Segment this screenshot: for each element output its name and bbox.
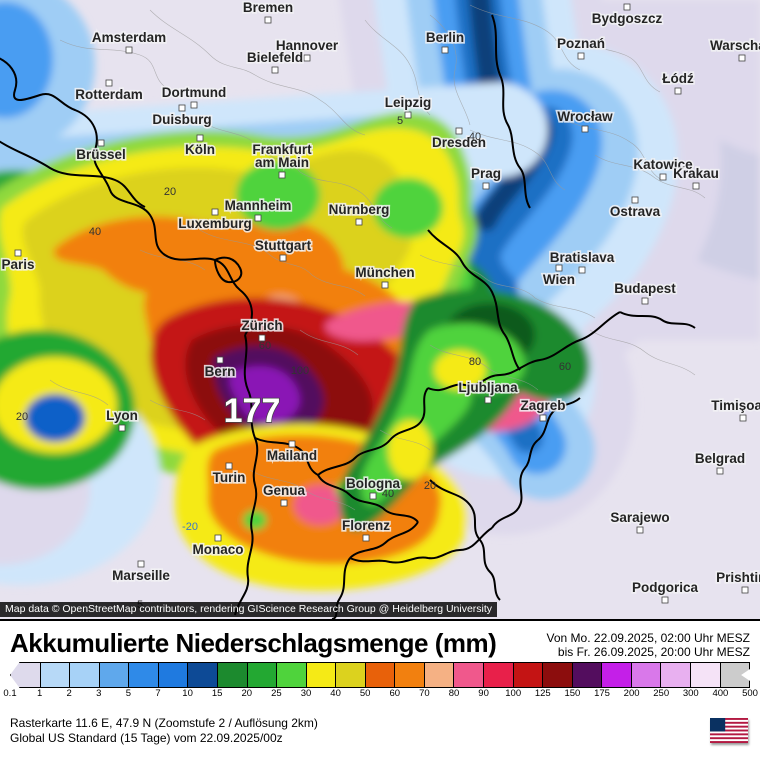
- svg-text:München: München: [355, 265, 414, 280]
- svg-text:Berlin: Berlin: [426, 30, 464, 45]
- svg-text:Luxemburg: Luxemburg: [178, 216, 252, 231]
- svg-text:Rotterdam: Rotterdam: [75, 87, 143, 102]
- svg-text:Mannheim: Mannheim: [225, 198, 292, 213]
- svg-text:Köln: Köln: [185, 142, 215, 157]
- svg-text:20: 20: [164, 186, 176, 198]
- svg-text:40: 40: [89, 226, 101, 238]
- svg-text:Wrocław: Wrocław: [557, 109, 613, 124]
- svg-text:40: 40: [469, 131, 481, 143]
- svg-text:80: 80: [469, 356, 481, 368]
- svg-text:Sarajewo: Sarajewo: [610, 510, 669, 525]
- svg-text:60: 60: [259, 340, 271, 352]
- svg-text:Lyon: Lyon: [106, 408, 138, 423]
- svg-text:Ostrava: Ostrava: [610, 204, 661, 219]
- svg-text:Paris: Paris: [1, 257, 34, 272]
- svg-text:-20: -20: [182, 521, 198, 533]
- svg-text:Bremen: Bremen: [243, 0, 293, 15]
- svg-text:60: 60: [559, 361, 571, 373]
- svg-text:Stuttgart: Stuttgart: [255, 238, 312, 253]
- svg-text:Zürich: Zürich: [241, 318, 282, 333]
- svg-text:Monaco: Monaco: [192, 542, 243, 557]
- svg-text:40: 40: [382, 488, 394, 500]
- svg-text:Budapest: Budapest: [614, 281, 676, 296]
- svg-text:Łódź: Łódź: [662, 71, 694, 86]
- svg-text:Florenz: Florenz: [342, 518, 390, 533]
- svg-text:20: 20: [16, 411, 28, 423]
- svg-text:Bydgoszcz: Bydgoszcz: [592, 11, 663, 26]
- svg-text:Prishtina: Prishtina: [716, 570, 760, 585]
- svg-text:Turin: Turin: [213, 470, 246, 485]
- svg-text:Bielefeld: Bielefeld: [247, 50, 303, 65]
- svg-text:5: 5: [397, 115, 403, 127]
- svg-text:Wien: Wien: [543, 272, 575, 287]
- svg-text:Bratislava: Bratislava: [550, 250, 615, 265]
- svg-text:Prag: Prag: [471, 166, 501, 181]
- svg-text:Brüssel: Brüssel: [76, 147, 126, 162]
- svg-text:Duisburg: Duisburg: [152, 112, 211, 127]
- svg-text:100: 100: [291, 365, 309, 377]
- svg-text:Belgrad: Belgrad: [695, 451, 745, 466]
- svg-text:20: 20: [424, 480, 436, 492]
- svg-text:Marseille: Marseille: [112, 568, 170, 583]
- svg-text:Zagreb: Zagreb: [520, 398, 565, 413]
- svg-text:Amsterdam: Amsterdam: [92, 30, 166, 45]
- svg-text:177: 177: [224, 392, 281, 430]
- svg-text:Leipzig: Leipzig: [385, 95, 432, 110]
- svg-text:Poznań: Poznań: [557, 36, 605, 51]
- svg-text:Dortmund: Dortmund: [162, 85, 227, 100]
- svg-text:Bern: Bern: [205, 364, 236, 379]
- svg-text:Krakau: Krakau: [673, 166, 719, 181]
- svg-text:Podgorica: Podgorica: [632, 580, 699, 595]
- svg-text:Genua: Genua: [263, 483, 306, 498]
- svg-text:Ljubljana: Ljubljana: [458, 380, 518, 395]
- svg-text:Nürnberg: Nürnberg: [329, 202, 390, 217]
- svg-text:Warschau: Warschau: [710, 38, 760, 53]
- svg-text:Timişoara: Timişoara: [711, 398, 760, 413]
- svg-text:am Main: am Main: [255, 155, 309, 170]
- svg-text:Mailand: Mailand: [267, 448, 317, 463]
